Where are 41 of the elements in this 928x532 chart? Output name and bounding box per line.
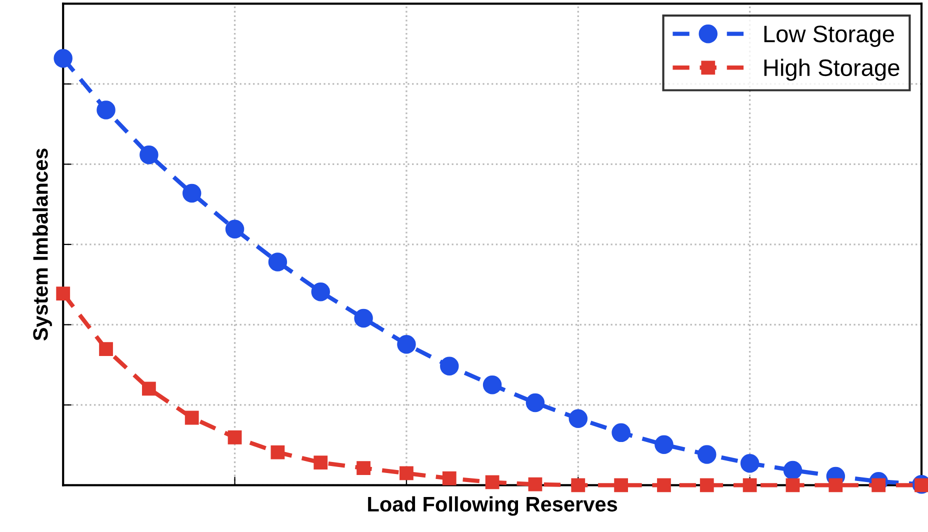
point [142,382,156,396]
point [314,456,328,470]
point [698,445,716,464]
point [612,423,630,442]
point [528,477,542,492]
point [571,478,586,492]
point [740,454,760,473]
point [99,342,113,356]
point [654,435,674,454]
point [268,252,288,272]
point [184,410,199,425]
point [397,334,416,354]
point [786,478,800,492]
point [96,100,116,120]
y-axis-title: System Imbalances [32,148,52,341]
point [400,466,414,480]
point [182,184,202,203]
legend-label: Low Storage [764,26,894,47]
point [140,145,158,164]
point [742,478,757,492]
point [270,445,285,460]
point [311,282,330,302]
point [56,286,70,300]
point [228,430,242,444]
point [526,393,545,412]
point [482,376,502,394]
point [225,220,244,238]
legend-label: High Storage [764,58,900,81]
point [700,478,714,492]
point [614,478,628,492]
point [485,475,500,490]
point [568,409,588,428]
point [442,471,456,486]
point [440,356,459,376]
point [354,308,373,328]
point [356,461,370,476]
point [54,48,72,68]
point [783,460,802,480]
point [828,478,843,492]
point [657,478,671,492]
x-axis-title: Load Following Reserves [368,496,618,516]
